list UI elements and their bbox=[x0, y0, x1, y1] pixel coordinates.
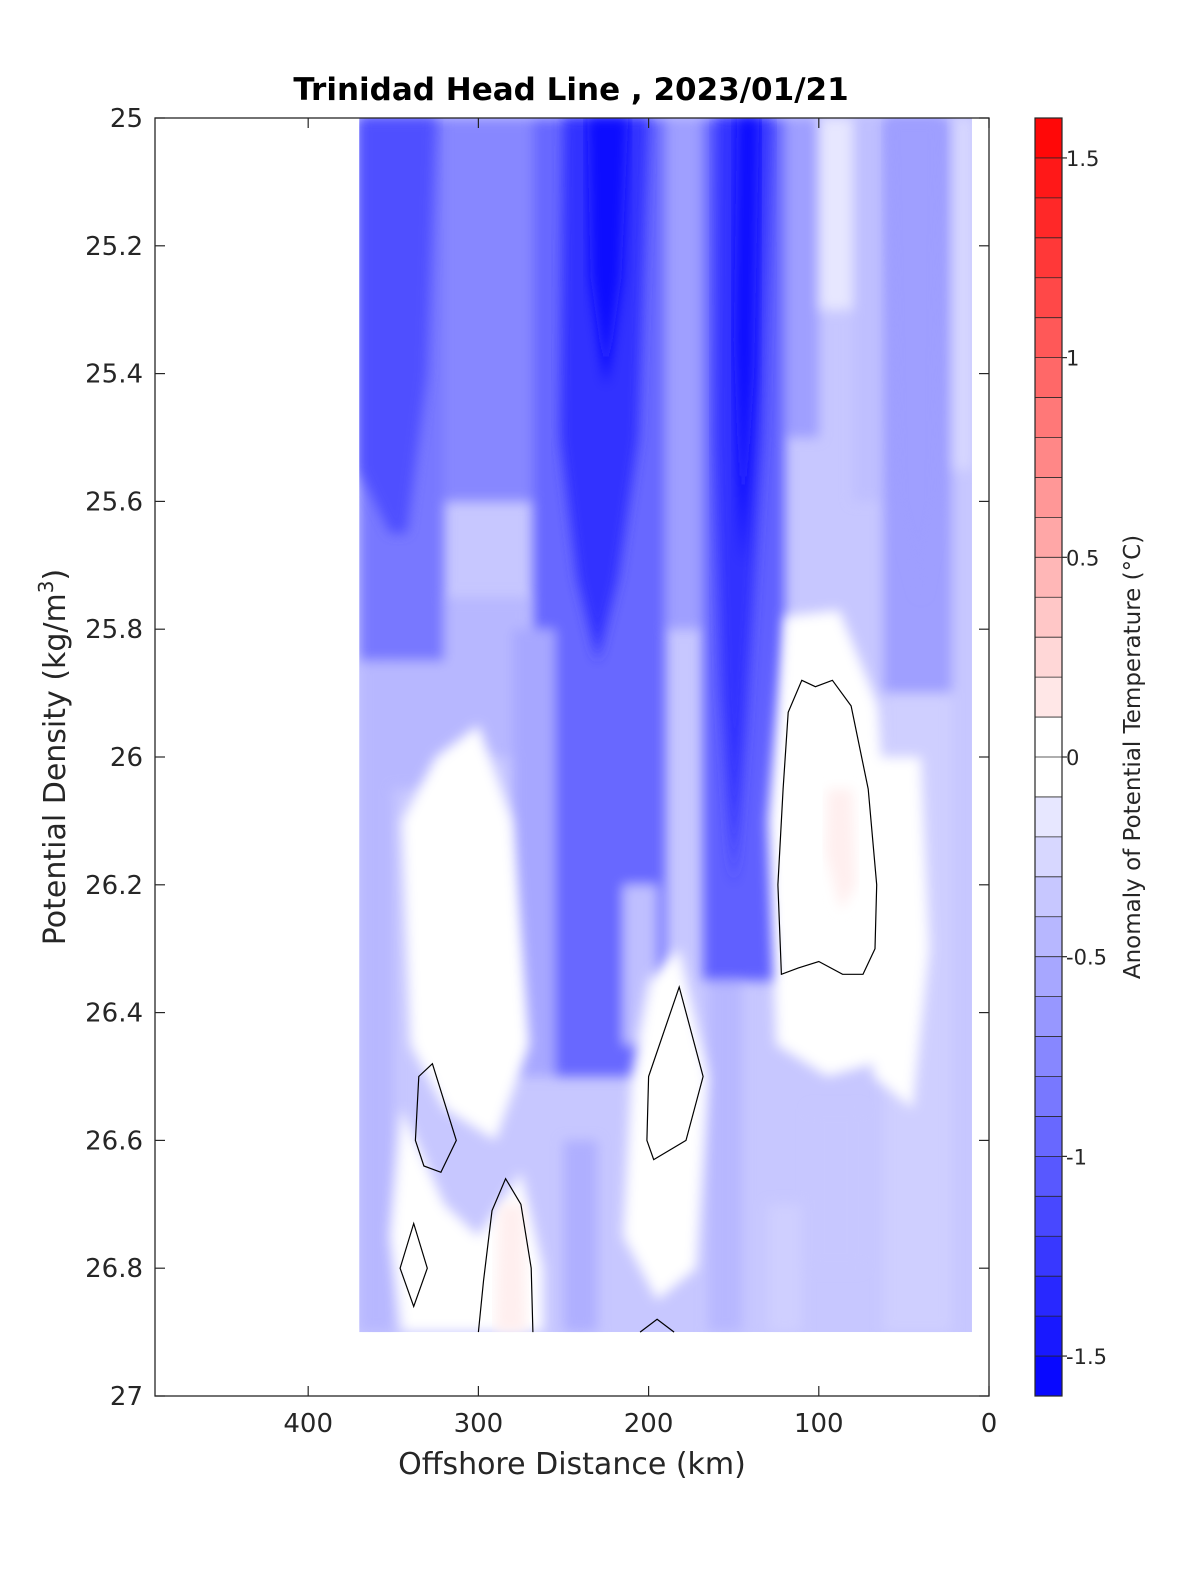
colorbar-segment bbox=[1035, 876, 1062, 917]
colorbar-segment bbox=[1035, 597, 1062, 638]
field-band bbox=[708, 980, 743, 1333]
field-band bbox=[665, 118, 709, 630]
field-zone bbox=[401, 725, 530, 1141]
colorbar-segment bbox=[1035, 1276, 1062, 1317]
colorbar-segment bbox=[1035, 437, 1062, 478]
colorbar-segment bbox=[1035, 1236, 1062, 1277]
chart-title: Trinidad Head Line , 2023/01/21 bbox=[293, 72, 848, 108]
colorbar-segment bbox=[1035, 317, 1062, 358]
x-axis-ticks: 400 300 200 100 0 bbox=[283, 118, 997, 1439]
field-region-cold-band-coastal bbox=[886, 118, 942, 598]
colorbar-segment bbox=[1035, 1196, 1062, 1237]
colorbar-segment bbox=[1035, 1116, 1062, 1157]
x-axis-label: Offshore Distance (km) bbox=[398, 1447, 746, 1482]
y-axis-label: Potential Density (kg/m3) bbox=[34, 569, 73, 945]
field-region-cold-core-mid-inner bbox=[587, 118, 629, 387]
colorbar-tick-label: 1.5 bbox=[1066, 147, 1099, 171]
x-tick-label: 100 bbox=[794, 1409, 844, 1439]
colorbar-segment bbox=[1035, 717, 1062, 757]
y-tick-label: 26.6 bbox=[85, 1126, 143, 1156]
colorbar-tick-label: -0.5 bbox=[1066, 946, 1107, 970]
y-tick-label: 26 bbox=[110, 743, 143, 773]
colorbar-segment bbox=[1035, 836, 1062, 877]
field-band bbox=[810, 1108, 862, 1269]
colorbar-segment bbox=[1035, 118, 1062, 158]
colorbar-segment bbox=[1035, 1316, 1062, 1357]
zero-contour-line bbox=[414, 1062, 457, 1174]
colorbar-segment bbox=[1035, 557, 1062, 598]
field-region-cold-core-mid bbox=[560, 118, 649, 662]
field-band bbox=[784, 118, 819, 438]
colorbar-segment bbox=[1035, 477, 1062, 518]
colorbar-segment bbox=[1035, 916, 1062, 957]
y-tick-label: 27 bbox=[110, 1382, 143, 1412]
y-tick-label: 25 bbox=[110, 104, 143, 134]
y-tick-label: 26.8 bbox=[85, 1254, 143, 1284]
zero-contour-line bbox=[399, 1221, 428, 1309]
zero-contour-line bbox=[777, 679, 878, 976]
colorbar-tick-label: 0 bbox=[1066, 746, 1079, 770]
zero-contour-line bbox=[639, 1318, 675, 1333]
field-region-cold-tongue-nearshore-inner bbox=[733, 118, 760, 566]
zero-contour-line bbox=[477, 1177, 534, 1333]
field-zone bbox=[866, 757, 930, 1109]
colorbar bbox=[1035, 118, 1062, 1396]
y-axis-label-superscript: 3 bbox=[34, 580, 58, 593]
y-tick-label: 25.4 bbox=[85, 360, 143, 390]
y-tick-label: 26.4 bbox=[85, 999, 143, 1029]
y-tick-label: 25.6 bbox=[85, 487, 143, 517]
field-band bbox=[767, 1204, 802, 1333]
colorbar-tick-label: -1.5 bbox=[1066, 1345, 1107, 1369]
colorbar-segment bbox=[1035, 1036, 1062, 1077]
colorbar-segment bbox=[1035, 677, 1062, 718]
y-tick-label: 25.8 bbox=[85, 615, 143, 645]
colorbar-segment bbox=[1035, 637, 1062, 678]
y-tick-label: 26.2 bbox=[85, 871, 143, 901]
colorbar-segment bbox=[1035, 956, 1062, 997]
colorbar-segment bbox=[1035, 197, 1062, 238]
colorbar-segment bbox=[1035, 397, 1062, 438]
field-region-warm-spot-1 bbox=[825, 789, 857, 911]
y-tick-label: 25.2 bbox=[85, 232, 143, 262]
zero-contour-line bbox=[646, 984, 704, 1161]
colorbar-segment bbox=[1035, 1356, 1062, 1396]
x-tick-label: 0 bbox=[981, 1409, 998, 1439]
field-cores bbox=[359, 118, 942, 1333]
field-band bbox=[951, 118, 972, 470]
zero-contours bbox=[399, 679, 878, 1333]
colorbar-tick-label: -1 bbox=[1066, 1145, 1087, 1169]
colorbar-segment bbox=[1035, 357, 1062, 398]
colorbar-segment bbox=[1035, 157, 1062, 198]
x-tick-label: 200 bbox=[624, 1409, 674, 1439]
field-region-warm-spot-2 bbox=[495, 1204, 526, 1333]
colorbar-segment bbox=[1035, 277, 1062, 318]
anomaly-field bbox=[359, 118, 972, 1333]
colorbar-segment bbox=[1035, 517, 1062, 558]
x-tick-label: 400 bbox=[283, 1409, 333, 1439]
colorbar-label: Anomaly of Potential Temperature (°C) bbox=[1120, 535, 1146, 979]
field-band bbox=[563, 1140, 598, 1333]
colorbar-segment bbox=[1035, 237, 1062, 278]
x-tick-label: 300 bbox=[454, 1409, 504, 1439]
colorbar-segment bbox=[1035, 1076, 1062, 1117]
y-axis-label-close: ) bbox=[38, 569, 73, 581]
y-axis-label-main: Potential Density (kg/m bbox=[38, 593, 73, 945]
field-band bbox=[852, 118, 884, 502]
field-band bbox=[818, 118, 853, 310]
colorbar-tick-label: 0.5 bbox=[1066, 546, 1099, 570]
colorbar-segment bbox=[1035, 996, 1062, 1037]
y-axis-ticks: 25 25.2 25.4 25.6 25.8 26 26.2 26.4 26.6 26.8 27 bbox=[85, 104, 989, 1412]
field-zone bbox=[623, 948, 709, 1301]
colorbar-segment bbox=[1035, 757, 1062, 797]
colorbar-segment bbox=[1035, 796, 1062, 837]
field-region-cold-core-offshore bbox=[359, 118, 436, 534]
colorbar-ticks: 1.5 1 0.5 0 -0.5 -1 -1.5 bbox=[1062, 147, 1107, 1369]
colorbar-tick-label: 1 bbox=[1066, 347, 1079, 371]
colorbar-segment bbox=[1035, 1156, 1062, 1197]
